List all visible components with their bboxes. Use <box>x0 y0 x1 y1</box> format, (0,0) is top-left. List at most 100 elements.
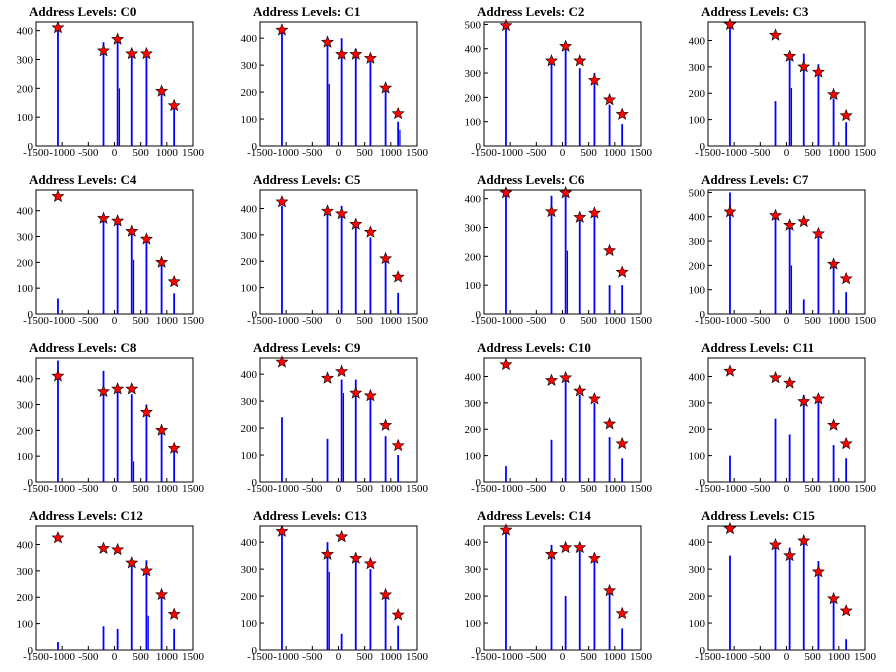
star-marker <box>545 373 559 386</box>
star-marker <box>155 423 169 436</box>
star-marker <box>811 226 825 240</box>
x-tick-label: 1000 <box>604 483 627 495</box>
chart-svg: 0 100 200 300 400 -1500 -1000 -500 0 500 1000 1500 <box>465 357 653 495</box>
star-marker <box>603 92 617 106</box>
x-tick-label: -1500 <box>471 147 497 159</box>
star-marker <box>587 392 601 405</box>
peak-bar <box>340 379 343 482</box>
y-tick-label: 100 <box>241 450 258 462</box>
y-tick-label: 0 <box>476 141 482 153</box>
y-tick-label: 300 <box>17 232 34 244</box>
y-tick-label: 200 <box>17 592 34 604</box>
y-tick-label: 100 <box>465 280 482 292</box>
star-marker <box>335 47 349 60</box>
peak-bar <box>788 221 791 314</box>
peak-bar <box>564 596 567 650</box>
y-tick-label: 400 <box>17 206 34 218</box>
secondary-bar <box>328 571 330 650</box>
peak-bar <box>354 226 357 314</box>
peak-bar <box>369 395 372 482</box>
peak-bar <box>593 213 596 314</box>
x-tick-label: 500 <box>356 651 373 663</box>
x-tick-label: -1000 <box>497 483 523 495</box>
peak-bar <box>160 262 163 314</box>
y-tick-label: 300 <box>689 398 706 410</box>
x-tick-label: -1000 <box>497 147 523 159</box>
secondary-bar <box>118 88 121 146</box>
x-tick-label: 500 <box>132 315 149 327</box>
peak-bar <box>281 27 283 146</box>
y-tick-label: 0 <box>252 477 258 489</box>
y-tick-label: 0 <box>28 645 34 657</box>
star-marker <box>603 583 617 597</box>
chart-panel: 0 100 200 300 400 -1500 -1000 -500 0 500 1000 1500 A… <box>448 504 672 672</box>
star-marker <box>559 370 573 384</box>
peak-bar <box>845 122 848 146</box>
star-marker <box>769 370 783 384</box>
chart-panel: 0 100 200 300 400 -1500 -1000 -500 0 500 1000 1500 A… <box>448 336 672 504</box>
chart-svg: 0 100 200 300 400 -1500 -1000 -500 0 500 1000 1500 <box>689 17 877 159</box>
x-tick-label: -500 <box>302 651 323 663</box>
y-tick-label: 100 <box>241 283 258 295</box>
chart-title: Address Levels: C15 <box>701 508 815 523</box>
peak-bar <box>729 24 731 146</box>
peak-bar <box>564 379 567 482</box>
star-marker <box>615 436 629 450</box>
peak-bar <box>578 68 581 146</box>
y-tick-label: 100 <box>689 285 706 297</box>
chart-panel: 0 100 200 300 400 500 -1500 -1000 -500 0 500 1000 15… <box>448 0 672 168</box>
x-tick-label: 1500 <box>406 651 429 663</box>
star-marker <box>51 531 65 544</box>
y-tick-label: 300 <box>17 566 34 578</box>
plot-frame <box>707 189 866 315</box>
peak-bar <box>102 215 105 314</box>
plot-frame <box>259 357 418 483</box>
x-tick-label: -500 <box>78 483 99 495</box>
x-tick-label: -1000 <box>497 651 523 663</box>
y-tick-label: 200 <box>465 251 482 263</box>
x-tick-label: -1500 <box>247 483 273 495</box>
y-tick-label: 0 <box>28 141 34 153</box>
y-tick-label: 300 <box>17 54 34 66</box>
y-tick-label: 100 <box>465 117 482 129</box>
x-tick-label: 0 <box>112 147 118 159</box>
peak-bar <box>593 552 596 650</box>
x-tick-label: 1000 <box>380 315 403 327</box>
star-marker <box>811 565 825 578</box>
star-marker <box>125 556 139 569</box>
y-tick-label: 300 <box>241 230 258 242</box>
plot-frame <box>259 21 418 147</box>
star-marker <box>139 405 153 418</box>
x-tick-label: 1000 <box>604 651 627 663</box>
x-tick-label: -1500 <box>471 483 497 495</box>
chart-svg: 0 100 200 300 400 -1500 -1000 -500 0 500 1000 1500 <box>17 357 205 495</box>
peak-bar <box>788 434 791 482</box>
x-tick-label: -500 <box>750 315 771 327</box>
x-tick-label: -1000 <box>721 483 747 495</box>
peak-bar <box>173 628 176 650</box>
peak-bar <box>102 626 105 650</box>
peak-bar <box>160 432 163 482</box>
x-tick-label: 500 <box>356 315 373 327</box>
x-tick-label: 500 <box>804 651 821 663</box>
x-tick-label: 1500 <box>630 651 653 663</box>
chart-svg: 0 100 200 300 400 500 -1500 -1000 -500 0 500 1000 15… <box>465 18 653 159</box>
peak-bar <box>608 104 611 146</box>
x-tick-label: 1000 <box>380 651 403 663</box>
star-marker <box>573 54 587 67</box>
star-marker <box>839 108 853 122</box>
x-tick-label: 0 <box>784 483 790 495</box>
peak-bar <box>608 437 611 482</box>
x-tick-label: 0 <box>560 147 566 159</box>
x-tick-label: 0 <box>784 651 790 663</box>
secondary-bar <box>566 250 569 314</box>
peak-bar <box>130 565 133 650</box>
peak-bar <box>340 633 343 650</box>
plot-frame <box>483 189 642 315</box>
plot-frame <box>35 525 194 651</box>
x-tick-label: -500 <box>302 315 323 327</box>
y-tick-label: 400 <box>17 374 34 386</box>
y-tick-label: 300 <box>689 236 706 248</box>
star-marker <box>379 587 393 601</box>
